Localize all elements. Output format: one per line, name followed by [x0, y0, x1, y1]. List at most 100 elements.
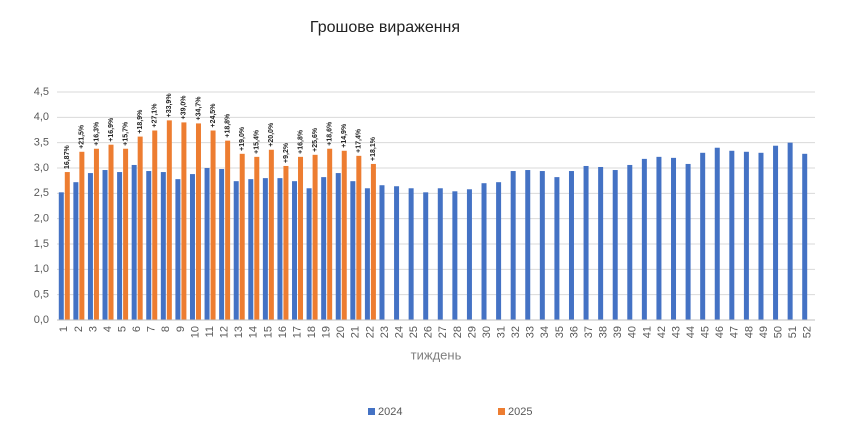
x-tick-label: 7	[146, 326, 158, 332]
x-tick-label: 49	[758, 326, 770, 338]
bar	[627, 164, 633, 320]
data-label: +25,6%	[312, 127, 319, 152]
x-tick-label: 20	[335, 326, 347, 338]
bar	[225, 140, 231, 320]
x-tick-label: 48	[743, 326, 755, 338]
legend-label: 2024	[378, 406, 402, 418]
bar	[729, 150, 735, 320]
x-tick-label: 41	[641, 326, 653, 338]
y-tick-label: 4,5	[34, 86, 49, 98]
bar	[452, 191, 458, 320]
data-label: +19,0%	[239, 126, 246, 151]
bar	[131, 164, 137, 320]
y-tick-label: 1,5	[34, 238, 49, 250]
bar	[312, 154, 318, 320]
bar	[510, 171, 516, 320]
y-tick-label: 2,5	[34, 187, 49, 199]
data-label: +21,5%	[79, 124, 86, 149]
x-tick-label: 16	[277, 326, 289, 338]
y-tick-label: 2,0	[34, 213, 49, 225]
bar	[714, 147, 720, 320]
x-tick-label: 5	[117, 326, 129, 332]
x-tick-label: 9	[175, 326, 187, 332]
y-tick-label: 3,5	[34, 137, 49, 149]
bar	[277, 178, 283, 320]
x-axis-label: тиждень	[411, 347, 462, 362]
x-tick-label: 45	[700, 326, 712, 338]
x-tick-label: 33	[525, 326, 537, 338]
y-tick-label: 3,0	[34, 162, 49, 174]
bar	[496, 182, 502, 320]
x-tick-label: 36	[568, 326, 580, 338]
bar	[233, 181, 239, 320]
bar	[612, 170, 618, 320]
bar	[379, 185, 385, 320]
bar	[262, 178, 268, 320]
data-label: +33,9%	[166, 93, 173, 118]
chart-title: Грошове вираження	[310, 19, 460, 36]
bar	[123, 148, 129, 320]
bar	[108, 144, 114, 320]
x-tick-label: 29	[466, 326, 478, 338]
x-tick-label: 27	[437, 326, 449, 338]
bar	[423, 192, 429, 320]
bar	[146, 171, 152, 320]
x-tick-label: 2	[73, 326, 85, 332]
x-tick-label: 21	[350, 326, 362, 338]
y-tick-label: 1,0	[34, 263, 49, 275]
bar	[189, 174, 195, 320]
bar	[64, 172, 70, 320]
x-tick-label: 19	[321, 326, 333, 338]
legend-label: 2025	[508, 406, 532, 418]
x-tick-label: 10	[189, 326, 201, 338]
x-tick-label: 30	[481, 326, 493, 338]
x-tick-label: 24	[393, 326, 405, 338]
bar	[758, 152, 764, 320]
bar	[298, 156, 304, 320]
x-tick-label: 37	[583, 326, 595, 338]
x-tick-label: 31	[496, 326, 508, 338]
bar	[356, 155, 362, 320]
bar	[210, 130, 216, 320]
x-tick-label: 32	[510, 326, 522, 338]
x-tick-label: 44	[685, 326, 697, 338]
x-tick-label: 40	[627, 326, 639, 338]
bar	[152, 130, 158, 320]
data-label: +16,8%	[297, 129, 304, 154]
x-tick-label: 18	[306, 326, 318, 338]
data-label: 16,87%	[64, 145, 71, 170]
x-tick-label: 14	[248, 326, 260, 338]
data-label: +20,0%	[268, 122, 275, 147]
bar	[73, 182, 79, 320]
x-tick-label: 38	[598, 326, 610, 338]
bar	[175, 179, 181, 320]
x-tick-label: 52	[802, 326, 814, 338]
x-tick-label: 17	[291, 326, 303, 338]
bar	[773, 145, 779, 320]
x-tick-label: 47	[729, 326, 741, 338]
bar	[350, 181, 356, 320]
bar	[254, 156, 260, 320]
bar	[437, 188, 443, 320]
x-tick-label: 13	[233, 326, 245, 338]
legend-swatch	[368, 408, 375, 415]
bar	[394, 186, 400, 320]
x-tick-label: 34	[539, 326, 551, 338]
x-tick-label: 46	[714, 326, 726, 338]
x-tick-label: 12	[219, 326, 231, 338]
bar	[268, 149, 274, 320]
bar	[568, 171, 574, 320]
x-tick-label: 1	[58, 326, 70, 332]
bar	[204, 168, 210, 320]
bar	[671, 157, 677, 320]
bar	[481, 183, 487, 320]
bar	[239, 153, 245, 320]
data-label: +18,6%	[327, 121, 334, 146]
data-label: +17,4%	[356, 128, 363, 153]
bar	[525, 170, 531, 320]
x-tick-label: 43	[670, 326, 682, 338]
data-label: +15,4%	[254, 129, 261, 154]
bar	[321, 177, 327, 320]
y-tick-label: 0,5	[34, 289, 49, 301]
